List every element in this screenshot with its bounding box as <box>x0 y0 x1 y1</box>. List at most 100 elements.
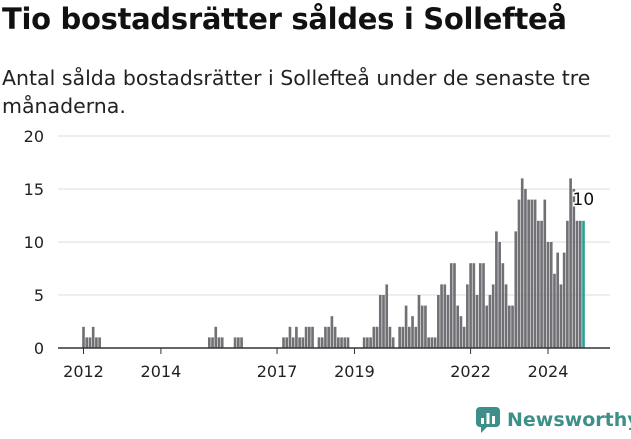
bar <box>478 263 482 348</box>
bar <box>504 284 508 348</box>
bar <box>572 189 576 348</box>
bar <box>240 337 243 348</box>
bar <box>337 337 340 348</box>
bar <box>320 337 324 348</box>
bar <box>288 326 292 348</box>
bar <box>307 326 311 348</box>
bar <box>330 316 334 348</box>
bar <box>233 337 237 348</box>
bar <box>485 305 489 348</box>
bar <box>562 252 566 348</box>
bar <box>404 305 408 348</box>
bar <box>524 189 527 348</box>
bar-chart: 0 5 10 15 20 10 2012 2014 2017 2019 2022 2024 <box>24 127 610 381</box>
bar <box>427 337 430 348</box>
bar <box>414 326 418 348</box>
bar <box>462 326 466 348</box>
bar <box>533 199 537 348</box>
bar <box>333 326 337 348</box>
x-tick-label: 2022 <box>450 362 491 381</box>
bar <box>311 326 314 348</box>
y-tick-label: 0 <box>34 339 44 358</box>
x-tick-label: 2014 <box>141 362 182 381</box>
bar <box>440 284 443 348</box>
bar <box>301 337 305 348</box>
bar <box>369 337 372 348</box>
bar <box>482 263 485 348</box>
x-tick-label: 2019 <box>334 362 375 381</box>
bar <box>401 326 405 348</box>
bar <box>530 199 534 348</box>
bar <box>214 326 218 348</box>
bar <box>211 337 214 348</box>
x-tick-label: 2024 <box>528 362 569 381</box>
chart-title: Tio bostadsrätter såldes i Sollefteå <box>2 2 567 36</box>
bar <box>85 337 89 348</box>
bar <box>495 231 498 348</box>
y-tick-label: 20 <box>24 127 44 146</box>
bar <box>566 220 569 348</box>
highlight-data-label: 10 <box>573 190 595 210</box>
bar <box>527 199 530 348</box>
bar <box>407 326 411 348</box>
gridlines <box>58 135 610 296</box>
x-axis: 2012 2014 2017 2019 2022 2024 <box>58 347 610 381</box>
bar <box>578 220 582 348</box>
bar <box>430 337 434 348</box>
bar <box>437 295 440 348</box>
bar <box>514 231 518 348</box>
bar <box>511 305 514 348</box>
bar <box>304 326 308 348</box>
bar <box>372 326 376 348</box>
bar <box>362 337 366 348</box>
bar <box>91 326 95 348</box>
bar <box>340 337 343 348</box>
bar <box>469 263 472 348</box>
bar <box>556 252 560 348</box>
bar <box>543 199 547 348</box>
bar <box>220 337 224 348</box>
bar <box>417 295 421 348</box>
bar <box>366 337 369 348</box>
bar <box>507 305 511 348</box>
bar <box>217 337 221 348</box>
bar <box>443 284 447 348</box>
bar <box>433 337 437 348</box>
bar <box>569 178 572 348</box>
bar <box>420 305 424 348</box>
bar <box>475 295 479 348</box>
y-axis-labels: 0 5 10 15 20 <box>24 127 44 358</box>
bar <box>546 242 550 348</box>
newsworthy-logo: Newsworthy <box>475 406 631 434</box>
bar-highlight <box>582 220 585 348</box>
bar <box>553 273 556 348</box>
bar <box>382 295 385 348</box>
bar <box>459 316 463 348</box>
bar <box>346 337 350 348</box>
bar <box>327 326 330 348</box>
bar <box>375 326 379 348</box>
bar <box>95 337 98 348</box>
bar <box>453 263 456 348</box>
bar <box>88 337 92 348</box>
bar <box>398 326 401 348</box>
bar <box>575 220 579 348</box>
bar <box>449 263 453 348</box>
bar <box>343 337 347 348</box>
bar <box>317 337 321 348</box>
bar <box>456 305 460 348</box>
bar <box>498 242 501 348</box>
bar <box>324 326 327 348</box>
bar <box>411 316 414 348</box>
bar <box>282 337 285 348</box>
y-tick-label: 5 <box>34 286 44 305</box>
x-tick-label: 2017 <box>257 362 298 381</box>
bar <box>466 284 469 348</box>
x-tick-label: 2012 <box>63 362 104 381</box>
bar <box>82 326 85 348</box>
bar <box>378 295 382 348</box>
bar <box>520 178 524 348</box>
bar <box>388 326 392 348</box>
bar <box>237 337 240 348</box>
bar <box>295 326 298 348</box>
